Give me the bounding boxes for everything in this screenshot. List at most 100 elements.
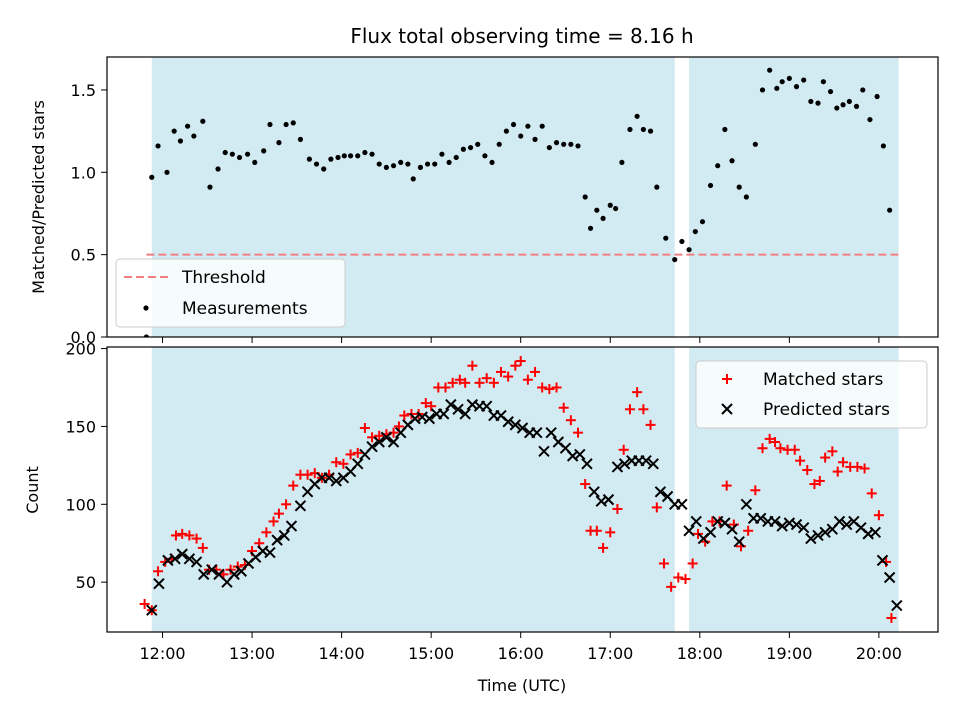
- matched-star-point: [809, 479, 820, 490]
- measurement-point: [607, 202, 613, 208]
- predicted-star-point: [574, 448, 586, 461]
- predicted-star-point: [146, 604, 158, 616]
- measurement-point: [390, 163, 397, 169]
- measurement-point: [496, 141, 502, 147]
- measurement-point: [362, 149, 368, 156]
- bottom-y-axis-label: Count: [23, 466, 42, 514]
- count-points: [139, 356, 903, 623]
- x-tick-label: 20:00: [856, 644, 902, 663]
- predicted-star-point: [754, 512, 767, 525]
- predicted-star-point: [373, 436, 385, 448]
- measurement-point: [743, 194, 749, 200]
- measurement-point: [328, 156, 334, 162]
- measurement-point: [619, 159, 625, 166]
- measurement-point: [539, 123, 545, 129]
- top-y-tick-label: 1.5: [71, 81, 96, 100]
- measurement-point: [808, 98, 814, 105]
- predicted-star-point: [183, 553, 196, 565]
- matched-star-point: [197, 542, 208, 553]
- measurement-point: [853, 103, 860, 110]
- measurement-point: [532, 136, 538, 142]
- measurement-point: [627, 126, 633, 133]
- measurement-point: [759, 87, 766, 93]
- measurement-point: [647, 128, 654, 134]
- measurement-point: [341, 153, 347, 159]
- measurement-point: [860, 87, 866, 93]
- measurement-point: [518, 133, 524, 139]
- measurement-point: [155, 143, 161, 149]
- predicted-star-point: [480, 400, 493, 412]
- measurement-point: [801, 77, 807, 83]
- measurement-point: [164, 169, 170, 175]
- predicted-star-point: [538, 445, 550, 458]
- measurement-point: [510, 121, 517, 128]
- measurement-points: [143, 67, 893, 337]
- legend-matched-swatch: [722, 374, 732, 384]
- measurement-point: [503, 128, 509, 134]
- matched-star-point: [632, 387, 643, 398]
- measurement-point: [321, 166, 327, 172]
- predicted-star-point: [285, 520, 298, 532]
- matched-star-point: [191, 533, 202, 544]
- predicted-star-point: [452, 403, 464, 416]
- measurement-point: [376, 161, 382, 167]
- x-tick-label: 15:00: [408, 644, 454, 663]
- measurement-point: [672, 256, 678, 263]
- legend-measurements-swatch: [143, 305, 149, 311]
- matched-star-point: [573, 427, 584, 438]
- matched-star-point: [757, 443, 768, 454]
- matched-star-point: [488, 377, 499, 388]
- measurement-point: [634, 113, 640, 119]
- measurement-point: [686, 247, 692, 253]
- predicted-star-point: [545, 426, 557, 439]
- matched-star-point: [866, 488, 877, 499]
- matched-star-point: [859, 463, 870, 474]
- predicted-star-point: [198, 568, 210, 581]
- measurement-point: [786, 75, 792, 82]
- predicted-star-point: [654, 486, 667, 498]
- measurement-point: [707, 182, 714, 189]
- predicted-star-point: [445, 398, 457, 411]
- measurement-point: [793, 84, 800, 90]
- top-panel: 0.0 0.5 1.0 1.5 Matched/Predicted stars Thr…: [29, 56, 939, 347]
- bottom-y-tick-label: 100: [65, 495, 96, 514]
- measurement-point: [827, 88, 834, 95]
- matched-star-point: [775, 443, 786, 454]
- top-x-ticks: [162, 337, 880, 343]
- measurement-point: [587, 225, 594, 231]
- predicted-star-point: [228, 568, 240, 581]
- matched-star-point: [551, 382, 562, 393]
- measurement-point: [383, 164, 389, 170]
- predicted-star-point: [531, 426, 543, 439]
- measurement-point: [880, 143, 886, 149]
- predicted-star-point: [176, 548, 188, 560]
- measurement-point: [149, 174, 155, 180]
- measurement-point: [229, 151, 235, 157]
- measurement-point: [475, 141, 481, 147]
- measurement-point: [222, 149, 228, 156]
- matched-star-point: [605, 527, 616, 538]
- matched-star-point: [591, 525, 602, 536]
- measurement-point: [276, 140, 282, 146]
- measurement-point: [306, 156, 312, 162]
- matched-star-point: [399, 410, 410, 421]
- matched-star-point: [447, 377, 458, 388]
- measurement-point: [267, 121, 273, 128]
- matched-star-point: [510, 360, 521, 371]
- measurement-point: [594, 207, 600, 213]
- bottom-panel: 12:00 13:00 14:00 15:00 16:00 17:00 18:00 19:00…: [23, 340, 939, 695]
- bottom-x-ticks: 12:00 13:00 14:00 15:00 16:00 17:00 18:00 19:00…: [139, 632, 902, 663]
- measurement-point: [582, 194, 588, 200]
- matched-star-point: [770, 437, 781, 447]
- measurement-point: [405, 161, 411, 167]
- measurement-point: [846, 98, 852, 105]
- predicted-star-point: [294, 500, 307, 512]
- measurement-point: [715, 163, 721, 169]
- predicted-star-point: [797, 521, 810, 534]
- predicted-star-point: [264, 546, 276, 559]
- predicted-star-point: [876, 554, 889, 567]
- matched-star-point: [580, 479, 591, 490]
- matched-star-point: [673, 572, 684, 583]
- predicted-star-point: [683, 525, 695, 537]
- matched-star-point: [184, 530, 195, 541]
